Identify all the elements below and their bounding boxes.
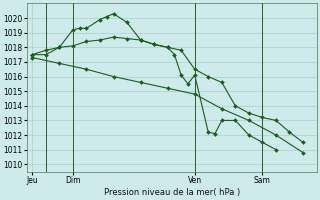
- X-axis label: Pression niveau de la mer( hPa ): Pression niveau de la mer( hPa ): [104, 188, 240, 197]
